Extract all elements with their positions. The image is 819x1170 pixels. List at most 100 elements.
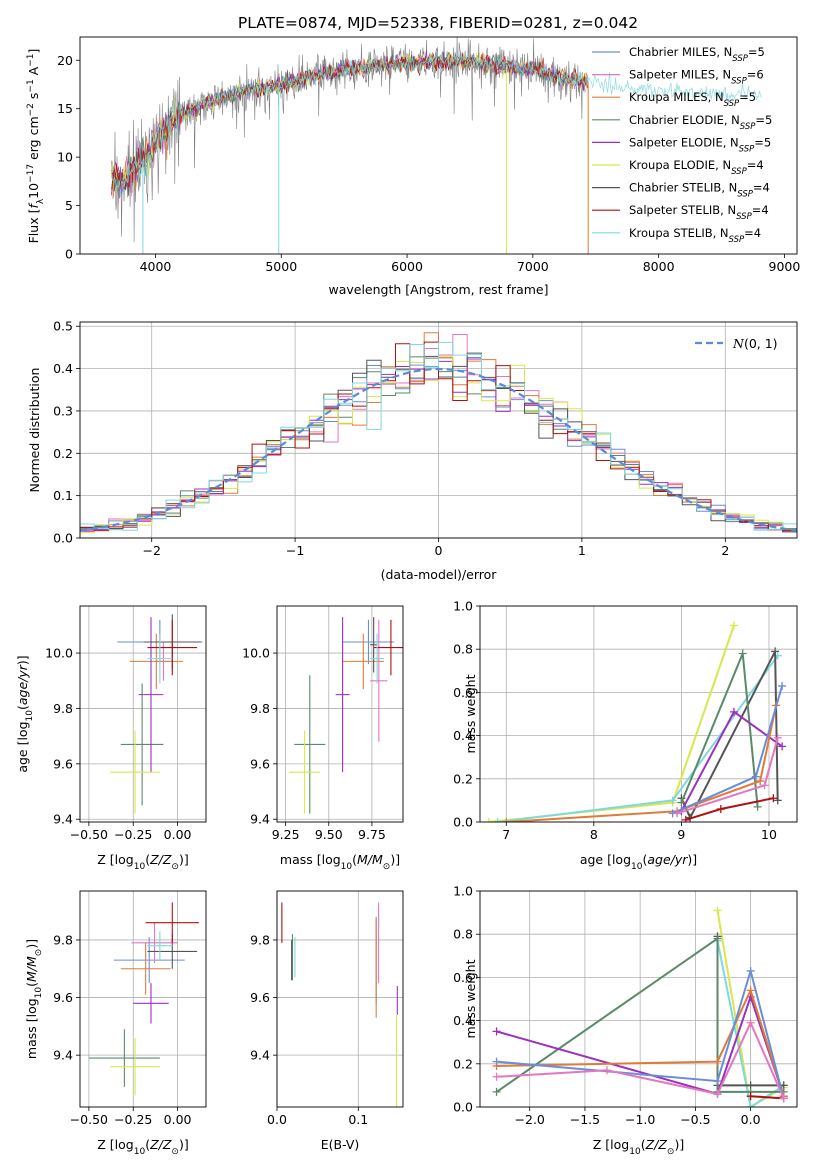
weight-marker [760,781,769,790]
weight-marker [746,986,755,995]
weight-vs-age-x-label: age [log10(age/yr)] [580,852,697,872]
y-tick-label: 9.4 [250,1048,270,1063]
legend-text: Salpeter MILES, N [629,68,731,82]
weight-marker [493,818,502,822]
x-tick-label: −0.50 [70,827,108,842]
frame-weight-vs-Z [479,890,798,1108]
label-part: Z [log [97,1137,133,1152]
label-part: s [26,93,41,104]
legend-entry: Kroupa STELIB, NSSP=4 [629,226,761,245]
weight-marker [771,647,780,656]
x-tick-label: −0.5 [680,1112,710,1127]
weight-marker [769,794,778,803]
legend-text: =6 [747,68,764,82]
y-tick-label: 10.0 [242,646,270,661]
weight-marker [751,772,760,781]
axes-weight-vs-Z: −2.0 −1.5 −1.0 −0.5 0.0 0.0 0.2 0.4 0.6 0.8 1.0 [453,884,797,1127]
axes-mass-vs-Z: −0.50 −0.25 0.00 9.4 9.6 9.8 [53,891,206,1127]
errorbar-point [342,619,395,665]
y-tick-label: 0.4 [53,361,73,376]
figure-title: PLATE=0874, MJD=52338, FIBERID=0281, z=0… [238,14,638,32]
label-part: mass [log [24,998,39,1059]
y-tick-label: 9.8 [53,701,73,716]
weight-marker [673,809,682,818]
label-part: ⊙ [34,949,44,957]
weight-series-line [672,685,784,815]
weight-marker [746,1018,755,1027]
weight-marker [713,934,722,943]
legend-text: =5 [739,90,756,104]
label-part: )] [179,852,189,867]
errorbar-point [335,617,350,773]
weight-marker [484,818,493,822]
legend-text: =5 [748,45,765,59]
x-tick-label: −0.25 [114,827,152,842]
errorbar-point [133,983,169,1024]
x-tick-label: −1.0 [625,1112,655,1127]
y-tick-label: 0 [65,247,73,262]
label-part: Z [log [97,852,133,867]
y-tick-label: 15 [57,101,73,116]
label-part: ( [24,982,39,987]
errorbar-point [370,617,378,673]
plot-area-age-vs-mass [289,617,403,814]
weight-marker [668,796,677,805]
legend-entry: Chabrier STELIB, NSSP=4 [629,181,770,200]
errorbar-point [129,633,183,690]
reference-legend-label: N(0, 1) [732,336,778,351]
weight-marker [729,707,738,716]
y-tick-label: 0.4 [453,1013,473,1028]
label-part: A [26,66,41,79]
frame-residuals [79,321,798,539]
legend-text: Salpeter STELIB, N [629,203,736,217]
errorbar-point [147,633,173,684]
legend-text: N [732,336,745,351]
label-part: ( [642,852,647,867]
legend-text: =5 [754,135,771,149]
errorbar-point [88,1029,160,1087]
weight-marker [779,1094,788,1103]
y-tick-label: 9.6 [250,756,270,771]
legend-subscript: SSP [724,99,740,109]
x-tick-label: −2.0 [515,1112,545,1127]
label-part: ( [15,705,30,710]
legend-entry: Kroupa ELODIE, NSSP=4 [629,158,764,177]
weight-series [668,681,787,818]
weight-vs-Z-x-label: Z [log10(Z/Z⊙)] [593,1137,684,1157]
label-part: 10 [34,987,44,999]
x-tick-label: 9 [677,827,685,842]
weight-marker [492,1087,501,1096]
legend-subscript: SSP [731,167,747,177]
axes-spectrum: 4000 5000 6000 7000 8000 9000 0 5 10 15 20 [57,53,800,274]
axes-mass-vs-ebv: 0.0 0.1 9.4 9.6 9.8 [250,891,403,1127]
x-tick-label: −1 [286,543,304,558]
label-part: −1 [26,79,36,92]
y-tick-label: 0.6 [453,970,473,985]
label-part: 10 [341,862,353,872]
label-part: Z/Z [149,852,172,867]
legend-subscript: SSP [731,77,747,87]
frame-age-vs-Z [79,605,207,823]
legend-subscript: SSP [740,122,756,132]
x-tick-label: 0 [435,543,443,558]
weight-marker [603,1066,612,1075]
residuals-x-label: (data-model)/error [381,567,498,582]
y-tick-label: 9.6 [250,990,270,1005]
weight-marker [778,681,787,690]
label-part: Z [log [593,1137,629,1152]
x-tick-label: 9.75 [358,827,386,842]
errorbar-point [113,937,185,984]
x-tick-label: 0.1 [348,1112,368,1127]
legend-text: =4 [753,181,770,195]
plot-area-weight-vs-Z [492,906,788,1107]
errorbar-point [138,617,164,773]
legend-subscript: SSP [729,235,745,245]
y-tick-label: 0.4 [453,728,473,743]
label-part: −2 [26,103,36,116]
weight-series [493,651,782,822]
weight-series-line [680,653,759,807]
errorbar-point [289,730,321,814]
label-part: age/yr [647,852,688,867]
weight-marker [502,818,511,822]
weight-series [677,649,762,811]
